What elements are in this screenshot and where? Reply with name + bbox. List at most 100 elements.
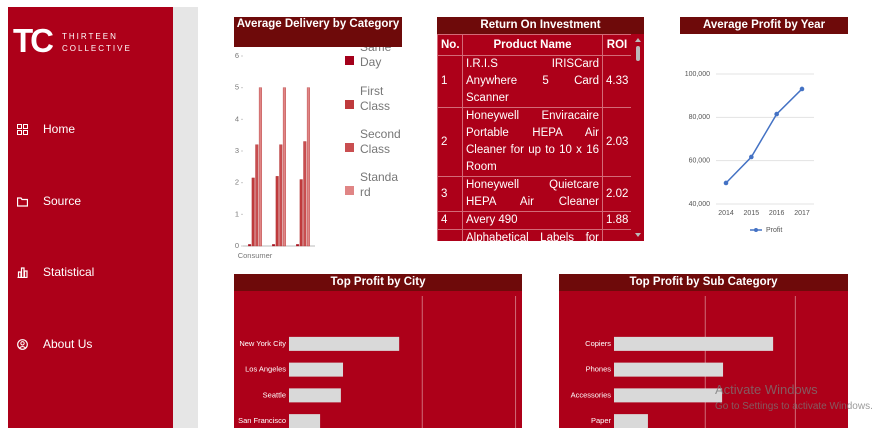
- panel-title: Return On Investment: [480, 19, 601, 31]
- table-cell: 5: [437, 229, 463, 241]
- panel-header: Average Profit by Year: [680, 17, 848, 34]
- y-tick-label: 5: [235, 83, 239, 92]
- icon: [17, 338, 28, 350]
- category-label: Copiers: [585, 339, 611, 348]
- bar: [306, 87, 310, 247]
- legend-swatch: [345, 143, 354, 152]
- nav-label: Home: [43, 122, 76, 136]
- table-row: 5Alphabetical Labels for Top Tab Filing1…: [437, 229, 631, 241]
- bar: [296, 244, 300, 247]
- bar: [258, 87, 262, 247]
- bar: [272, 244, 276, 247]
- icon: [17, 266, 28, 278]
- legend-swatch: [345, 100, 354, 109]
- y-tick-label: 4: [235, 114, 239, 123]
- panel-title: Average Profit by Year: [702, 19, 826, 31]
- table-cell: 4: [437, 211, 463, 230]
- legend-label: Profit: [766, 227, 782, 234]
- column-header: Product Name: [462, 34, 603, 56]
- panel-title: Top Profit by City: [330, 276, 426, 288]
- table-row: 3 Honeywell Quietcare HEPA Air Cleaner 2.0…: [437, 176, 631, 212]
- panel-title: Top Profit by Sub Category: [629, 276, 778, 288]
- category-label: Paper: [591, 416, 612, 425]
- watermark-subtitle: Go to Settings to activate Windows.: [715, 401, 873, 412]
- legend-label: Second Class: [360, 127, 401, 156]
- y-tick-label: 3: [235, 146, 239, 155]
- column-header: No.: [437, 34, 463, 56]
- y-tick-label: 6: [235, 51, 239, 60]
- x-tick-label: 2015: [744, 210, 760, 217]
- scroll-gutter: [173, 7, 198, 428]
- roi-table-box: No. Product Name ROI 1 I.R.I.S IRISCard A…: [437, 34, 631, 241]
- bar: [614, 336, 774, 351]
- bar: [275, 176, 279, 247]
- watermark-title: Activate Windows: [715, 382, 818, 397]
- scrollbar-graphic: [635, 38, 641, 237]
- legend-label: First Class: [360, 84, 391, 113]
- legend-label: Standard Class: [360, 170, 399, 199]
- category-label: Accessories: [571, 390, 612, 399]
- category-label: Phones: [586, 365, 612, 374]
- table-row: 4 Avery 490 1.88: [437, 211, 631, 230]
- point: [799, 86, 805, 92]
- panel-header: Return On Investment: [437, 17, 644, 34]
- brand-name: THIRTEEN COLLECTIVE: [62, 31, 132, 55]
- nav-statistical[interactable]: Statistical: [8, 257, 173, 287]
- category-label: Los Angeles: [245, 365, 286, 374]
- bar: [299, 179, 303, 247]
- scrollbar[interactable]: [632, 34, 644, 241]
- panel-header: Top Profit by Sub Category: [559, 274, 848, 291]
- panel-header: Average Delivery by Category: [234, 17, 402, 47]
- bar: [282, 87, 286, 247]
- panel-title: Average Delivery by Category: [236, 18, 400, 30]
- table-cell: 2: [437, 107, 463, 177]
- nav-home[interactable]: Home: [8, 114, 173, 144]
- panel-header: Top Profit by City: [234, 274, 522, 291]
- y-tick-label: 60,000: [689, 158, 711, 165]
- roi-table: No. Product Name ROI 1 I.R.I.S IRISCard A…: [437, 34, 631, 241]
- point: [749, 154, 754, 160]
- icon: [17, 196, 28, 207]
- line: [725, 88, 803, 184]
- bar: [614, 362, 724, 377]
- legend-swatch: [345, 56, 354, 65]
- brand-initials: TC: [13, 22, 54, 59]
- y-tick-label: 2: [235, 178, 239, 187]
- icon: [17, 123, 28, 135]
- bar: [248, 244, 252, 247]
- nav-label: About Us: [43, 337, 93, 351]
- x-tick-label: 2017: [794, 210, 810, 217]
- category-label: New York City: [239, 339, 286, 348]
- nav-about[interactable]: About Us: [8, 329, 173, 359]
- brand-line: THIRTEEN: [62, 32, 118, 41]
- x-tick-label: Consumer: [238, 251, 273, 260]
- city-panel: [234, 274, 522, 428]
- table-cell: Honeywell Enviracaire Portable HEPA Air …: [462, 107, 603, 177]
- table-cell: 1.88: [602, 211, 631, 230]
- category-label: San Francisco: [238, 416, 286, 425]
- point: [723, 180, 729, 186]
- table-cell: Alphabetical Labels for Top Tab Filing: [462, 229, 603, 241]
- table-row: 1 I.R.I.S IRISCard Anywhere 5 Card Scanne…: [437, 55, 631, 108]
- sidebar: TC THIRTEEN COLLECTIVE Home Source Stati…: [8, 7, 173, 428]
- table-cell: 1.88: [602, 229, 631, 241]
- x-tick-label: 2016: [769, 210, 785, 217]
- table-cell: 3: [437, 176, 463, 212]
- y-tick-label: 1: [235, 209, 239, 218]
- bar: [289, 414, 321, 428]
- column-header: ROI: [602, 34, 631, 56]
- category-label: Seattle: [263, 390, 286, 399]
- bar: [614, 414, 648, 428]
- table-cell: I.R.I.S IRISCard Anywhere 5 Card Scanner: [462, 55, 603, 108]
- nav-source[interactable]: Source: [8, 186, 173, 216]
- bar: [255, 144, 259, 247]
- bar: [614, 388, 723, 403]
- y-tick-label: 100,000: [685, 71, 710, 78]
- bar: [289, 388, 341, 403]
- bar: [279, 144, 283, 247]
- table-cell: 4.33: [602, 55, 631, 108]
- x-tick-label: 2014: [718, 210, 734, 217]
- nav-label: Source: [43, 194, 82, 208]
